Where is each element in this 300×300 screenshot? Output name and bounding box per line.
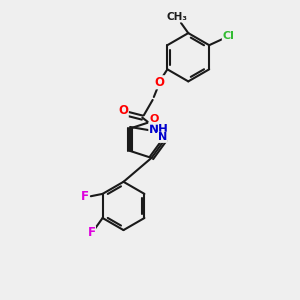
Text: Cl: Cl	[222, 31, 234, 41]
Text: N: N	[158, 132, 167, 142]
Text: O: O	[154, 76, 164, 89]
Text: NH: NH	[149, 123, 169, 136]
Text: F: F	[81, 190, 89, 203]
Text: O: O	[118, 104, 128, 117]
Text: O: O	[149, 114, 158, 124]
Text: CH₃: CH₃	[166, 12, 187, 22]
Text: F: F	[87, 226, 95, 239]
